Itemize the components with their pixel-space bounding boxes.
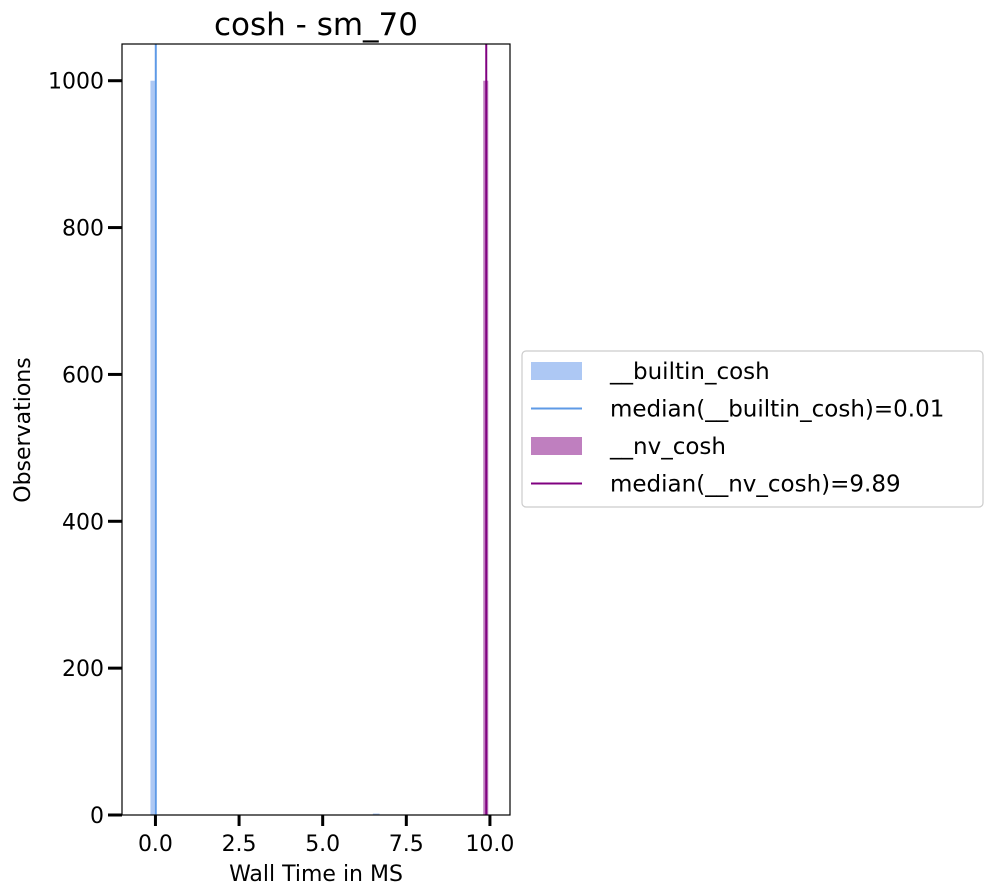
legend-swatch-0 — [531, 362, 582, 380]
legend-label-2: __nv_cosh — [609, 434, 726, 460]
bars-layer — [150, 80, 489, 815]
legend-label-1: median(__builtin_cosh)=0.01 — [610, 397, 944, 423]
x-axis: 0.0 2.5 5.0 7.5 10.0 — [138, 815, 514, 857]
y-tick-label-0: 0 — [90, 804, 104, 829]
y-tick-label-2: 400 — [62, 510, 104, 535]
y-tick-label-4: 800 — [62, 217, 104, 242]
legend: __builtin_cosh median(__builtin_cosh)=0.0… — [521, 350, 984, 508]
legend-label-0: __builtin_cosh — [609, 359, 770, 385]
x-axis-label: Wall Time in MS — [229, 862, 403, 887]
chart-title: cosh - sm_70 — [214, 7, 418, 43]
y-tick-label-5: 1000 — [48, 70, 104, 95]
legend-frame — [521, 350, 984, 508]
x-tick-label-4: 10.0 — [465, 832, 514, 857]
x-tick-label-1: 2.5 — [222, 832, 257, 857]
bar-0-1 — [372, 813, 380, 815]
median-lines-layer — [154, 44, 488, 815]
y-tick-label-3: 600 — [62, 363, 104, 388]
y-axis-label: Observations — [11, 357, 36, 502]
y-axis: 0 200 400 600 800 1000 — [48, 70, 122, 829]
bar-0-0 — [150, 80, 155, 815]
legend-swatch-2 — [531, 437, 582, 455]
legend-label-3: median(__nv_cosh)=9.89 — [610, 472, 901, 498]
x-tick-label-3: 7.5 — [389, 832, 424, 857]
plot-frame — [121, 43, 511, 816]
y-tick-label-1: 200 — [62, 657, 104, 682]
x-tick-label-2: 5.0 — [305, 832, 340, 857]
x-tick-label-0: 0.0 — [138, 832, 173, 857]
